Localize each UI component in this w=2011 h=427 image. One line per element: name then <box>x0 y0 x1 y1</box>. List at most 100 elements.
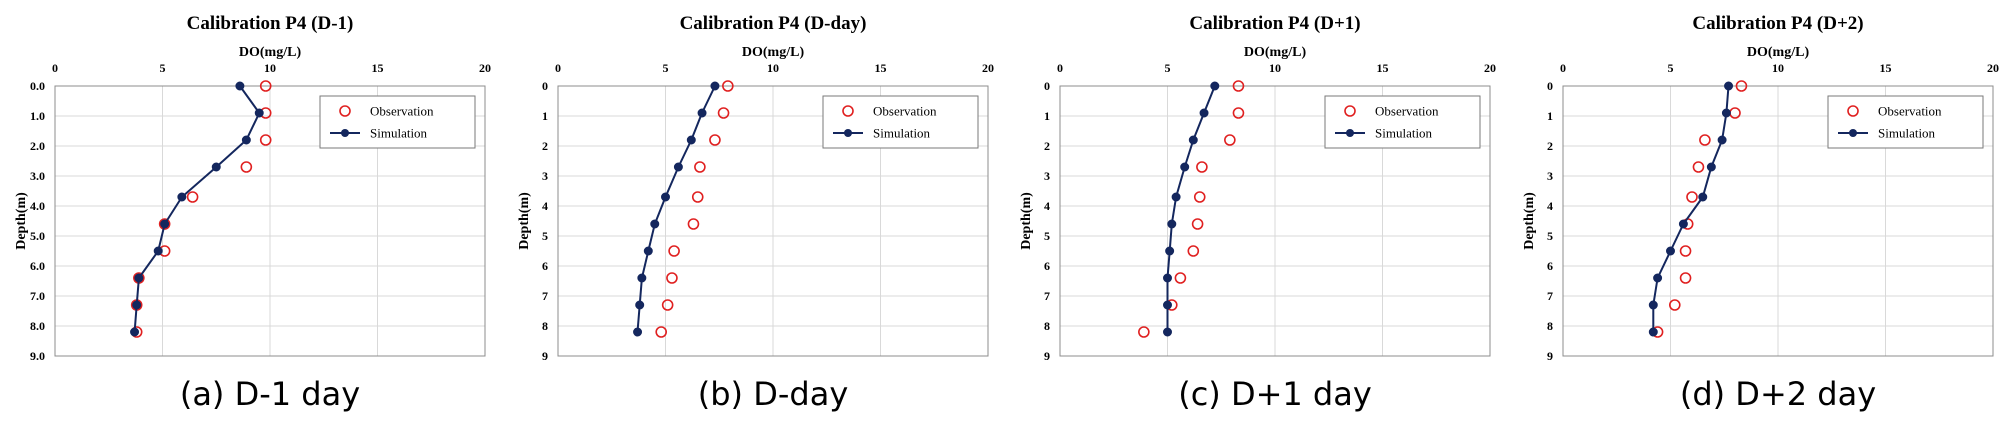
legend-simulation-marker <box>844 129 852 137</box>
y-tick-label: 0.0 <box>30 79 45 93</box>
legend-label: Observation <box>1878 104 1942 119</box>
y-tick-label: 3.0 <box>30 169 45 183</box>
simulation-point <box>643 246 653 256</box>
y-tick-label: 4 <box>1044 199 1050 213</box>
simulation-point <box>1648 300 1658 310</box>
y-tick-label: 6.0 <box>30 259 45 273</box>
plot-area <box>1059 85 1491 357</box>
simulation-point <box>1163 273 1172 283</box>
legend-observation-marker <box>1847 105 1859 117</box>
x-tick-label: 5 <box>663 61 669 75</box>
chart-panel-1: Calibration P4 (D-1) DO(mg/L) Depth(m) 0 5 10… <box>14 13 491 413</box>
observation-point <box>1232 80 1245 92</box>
observation-point <box>1191 218 1204 230</box>
plot-area <box>1562 85 1994 357</box>
x-tick-label: 0 <box>555 61 561 75</box>
simulation-point <box>1163 327 1172 337</box>
x-tick-label: 5 <box>1165 61 1171 75</box>
observation-point <box>1735 80 1748 92</box>
observation-point <box>1196 161 1208 173</box>
y-tick-label: 9 <box>1547 349 1553 363</box>
simulation-point <box>637 273 647 283</box>
simulation-point <box>254 108 264 118</box>
simulation-point <box>1653 273 1663 283</box>
chart-panel-4: Calibration P4 (D+2)DO(mg/L)Depth(m)0 5 10… <box>1522 13 1999 413</box>
observation-point <box>158 218 171 230</box>
y-tick-label: 2.0 <box>30 139 45 153</box>
legend-observation-marker <box>1344 105 1356 117</box>
panel-caption: (d) D+2 day <box>1680 375 1876 413</box>
legend-label: Observation <box>873 104 937 119</box>
observation-point <box>709 134 721 146</box>
simulation-point <box>132 300 142 310</box>
legend-label: Simulation <box>873 126 931 141</box>
observation-point <box>1224 134 1236 146</box>
simulation-point <box>1698 192 1708 202</box>
simulation-point <box>673 162 683 172</box>
simulation-line <box>636 85 716 333</box>
y-tick-label: 3 <box>1044 169 1050 183</box>
y-tick-label: 4 <box>542 199 548 213</box>
observation-point <box>691 191 704 203</box>
simulation-point <box>177 192 187 202</box>
y-tick-label: 2 <box>1547 139 1553 153</box>
simulation-point <box>211 162 221 172</box>
y-tick-label: 1 <box>1547 109 1553 123</box>
legend-box <box>319 95 476 149</box>
y-axis-title: Depth(m) <box>1522 192 1537 250</box>
y-tick-label: 0 <box>1044 79 1050 93</box>
simulation-line <box>133 85 261 333</box>
x-tick-label: 5 <box>160 61 166 75</box>
y-tick-label: 8.0 <box>30 319 45 333</box>
legend: Observation Simulation <box>319 95 476 149</box>
chart-panel-3: Calibration P4 (D+1)DO(mg/L)Depth(m)0 5 10… <box>1019 13 1496 413</box>
y-tick-label: 5 <box>1044 229 1050 243</box>
legend: Observation Simulation <box>1827 95 1984 149</box>
y-axis-title: Depth(m) <box>1019 192 1034 250</box>
y-axis-title: Depth(m) <box>517 192 532 250</box>
observation-point <box>1174 272 1187 284</box>
chart-title: Calibration P4 (D-day) <box>680 13 867 34</box>
legend-label: Observation <box>370 104 434 119</box>
x-axis-title: DO(mg/L) <box>1747 45 1810 60</box>
y-tick-label: 8 <box>1547 319 1553 333</box>
simulation-point <box>650 219 660 229</box>
observation-point <box>259 80 272 92</box>
x-tick-label: 15 <box>372 61 384 75</box>
x-tick-label: 20 <box>1987 61 1999 75</box>
simulation-point <box>1167 219 1177 229</box>
y-tick-label: 6 <box>542 259 548 273</box>
observation-point <box>259 134 272 146</box>
legend-simulation-marker <box>1346 129 1354 137</box>
chart-title: Calibration P4 (D-1) <box>187 13 354 34</box>
x-tick-label: 10 <box>767 61 779 75</box>
y-tick-label: 6 <box>1044 259 1050 273</box>
simulation-point <box>134 273 144 283</box>
x-tick-label: 15 <box>1377 61 1389 75</box>
chart-title: Calibration P4 (D+2) <box>1692 13 1863 34</box>
y-tick-label: 2 <box>542 139 548 153</box>
simulation-point <box>1210 81 1220 91</box>
y-tick-label: 1 <box>542 109 548 123</box>
simulation-point <box>1188 135 1198 145</box>
simulation-point <box>130 327 140 337</box>
y-tick-label: 8 <box>1044 319 1050 333</box>
observation-point <box>694 161 706 173</box>
y-tick-label: 2 <box>1044 139 1050 153</box>
observation-point <box>1669 299 1681 311</box>
y-tick-label: 5.0 <box>30 229 45 243</box>
simulation-point <box>635 300 645 310</box>
y-tick-label: 1.0 <box>30 109 45 123</box>
legend-label: Simulation <box>1878 126 1936 141</box>
simulation-point <box>1199 108 1209 118</box>
simulation-point <box>153 246 163 256</box>
simulation-point <box>1648 327 1658 337</box>
y-axis-title: Depth(m) <box>14 192 29 250</box>
y-tick-label: 7.0 <box>30 289 45 303</box>
chart-title: Calibration P4 (D+1) <box>1189 13 1360 34</box>
simulation-point <box>241 135 251 145</box>
observation-point <box>661 299 674 311</box>
y-tick-label: 5 <box>542 229 548 243</box>
y-tick-label: 7 <box>542 289 548 303</box>
observation-point <box>1692 161 1705 173</box>
